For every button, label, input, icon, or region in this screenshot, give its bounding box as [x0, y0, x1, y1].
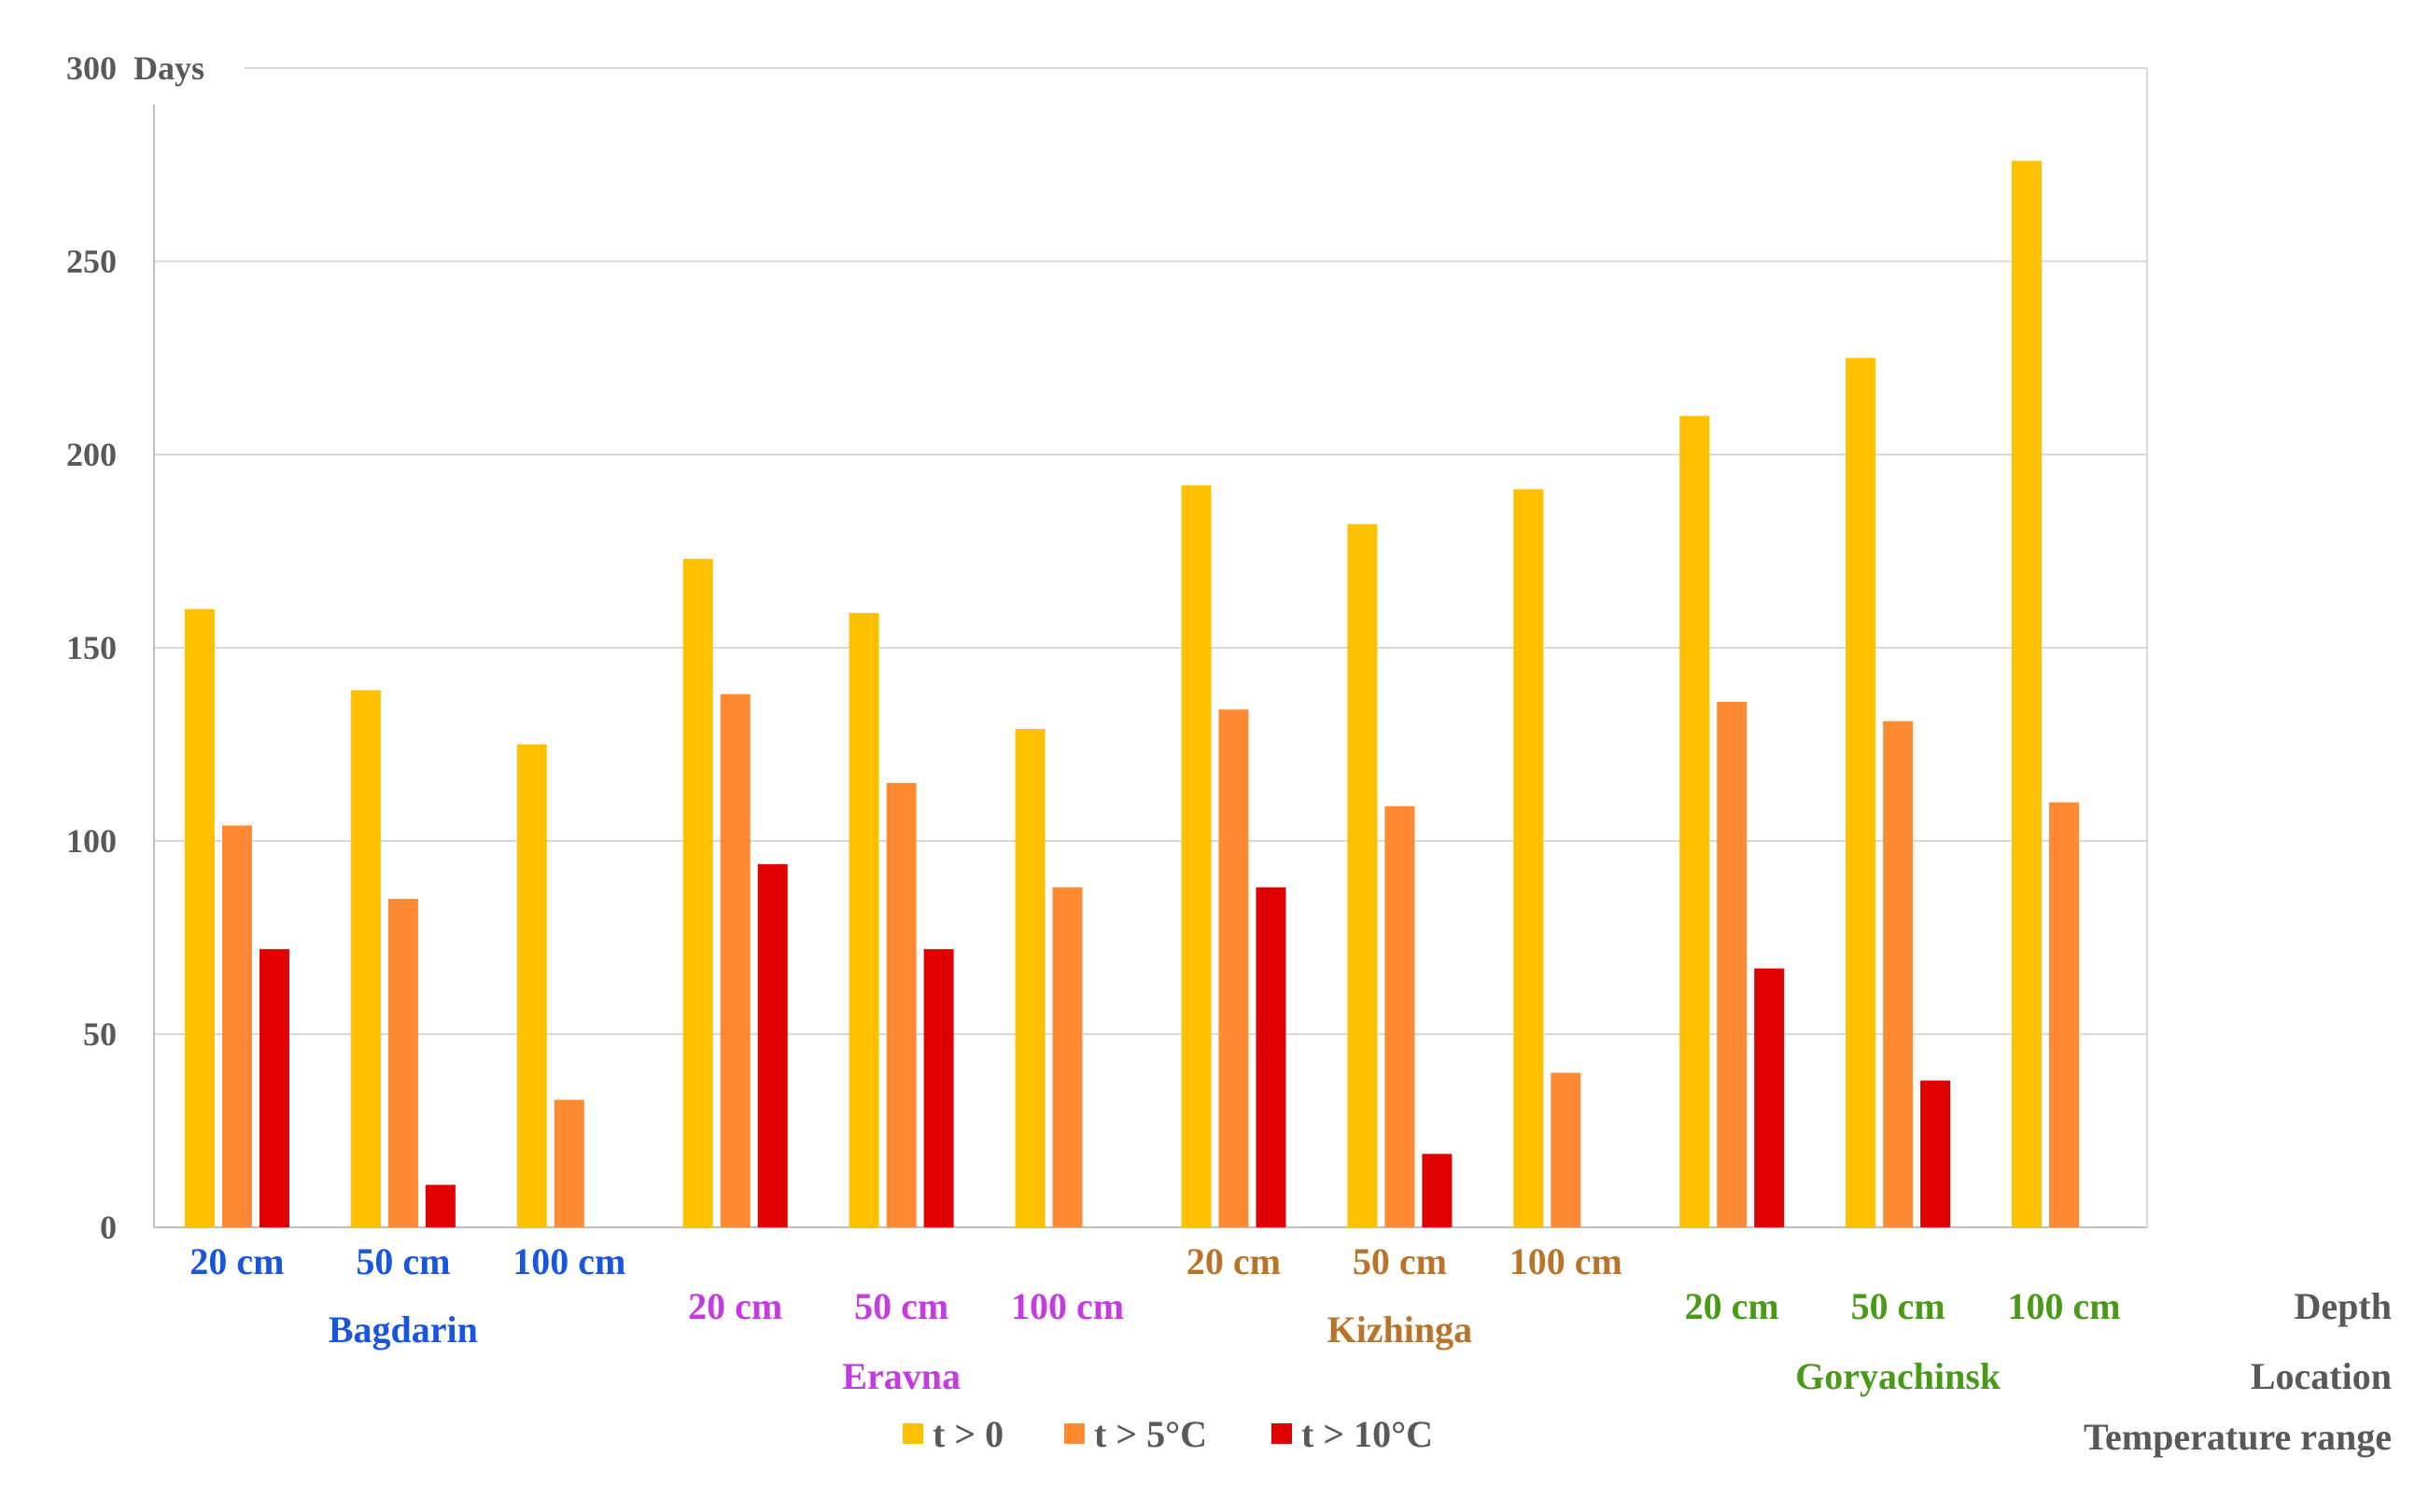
bar — [2049, 802, 2080, 1227]
legend-swatch — [1271, 1423, 1292, 1444]
y-tick-label: 100 — [66, 822, 117, 860]
bar — [1717, 701, 1748, 1227]
bar — [1679, 415, 1710, 1228]
bar — [350, 690, 381, 1227]
bar — [1015, 728, 1046, 1227]
depth-label: 100 cm — [2008, 1285, 2121, 1327]
legend-label: t > 10°C — [1301, 1413, 1433, 1455]
bar — [720, 693, 751, 1227]
location-label: Goryachinsk — [1795, 1355, 2001, 1397]
bar — [221, 825, 252, 1227]
legend-label: t > 5°C — [1094, 1413, 1207, 1455]
bar — [1422, 1154, 1453, 1227]
bar — [184, 609, 215, 1227]
bar — [554, 1099, 584, 1227]
location-label: Bagdarin — [329, 1309, 478, 1351]
legend-label: t > 0 — [933, 1413, 1004, 1455]
bar — [516, 744, 547, 1227]
legend-swatch — [1064, 1423, 1085, 1444]
bar — [1256, 887, 1286, 1227]
depth-label: 100 cm — [512, 1240, 625, 1282]
bar — [1883, 721, 1914, 1227]
y-tick-label: 250 — [66, 243, 117, 280]
row-label-temperature-range: Temperature range — [2084, 1416, 2392, 1458]
location-label: Kizhinga — [1327, 1309, 1473, 1351]
bar — [1052, 887, 1083, 1227]
bar — [387, 899, 418, 1227]
bar — [1384, 805, 1415, 1227]
row-label-depth: Depth — [2295, 1285, 2392, 1327]
depth-label: 50 cm — [1851, 1285, 1945, 1327]
location-label: Eravna — [842, 1355, 961, 1397]
bar — [1347, 524, 1378, 1227]
bar — [923, 948, 954, 1227]
bar — [1181, 485, 1212, 1227]
depth-label: 20 cm — [190, 1240, 284, 1282]
bar — [425, 1184, 456, 1227]
bar — [757, 863, 788, 1227]
y-tick-label: 0 — [100, 1209, 117, 1246]
depth-label: 100 cm — [1509, 1240, 1622, 1282]
depth-label: 20 cm — [1685, 1285, 1779, 1327]
depth-label: 50 cm — [854, 1285, 948, 1327]
depth-label: 50 cm — [1353, 1240, 1447, 1282]
legend-swatch — [903, 1423, 923, 1444]
y-tick-label: 200 — [66, 436, 117, 473]
depth-label: 20 cm — [1186, 1240, 1281, 1282]
depth-label: 20 cm — [688, 1285, 782, 1327]
bar — [2012, 161, 2043, 1228]
bar — [259, 948, 289, 1227]
y-tick-label: 150 — [66, 629, 117, 666]
depth-label: 50 cm — [356, 1240, 450, 1282]
bar — [849, 612, 879, 1227]
y-tick-label: 300 — [66, 49, 117, 87]
bar — [1754, 968, 1785, 1227]
bar — [1513, 489, 1544, 1227]
bar — [1218, 709, 1249, 1227]
bar — [1920, 1080, 1951, 1227]
depth-label: 100 cm — [1011, 1285, 1124, 1327]
bar — [886, 782, 917, 1227]
y-axis-unit-label: Days — [133, 49, 204, 87]
bar — [682, 558, 713, 1227]
row-label-location: Location — [2251, 1355, 2392, 1397]
y-tick-label: 50 — [83, 1015, 117, 1053]
bar — [1551, 1072, 1581, 1227]
bar — [1846, 357, 1876, 1227]
